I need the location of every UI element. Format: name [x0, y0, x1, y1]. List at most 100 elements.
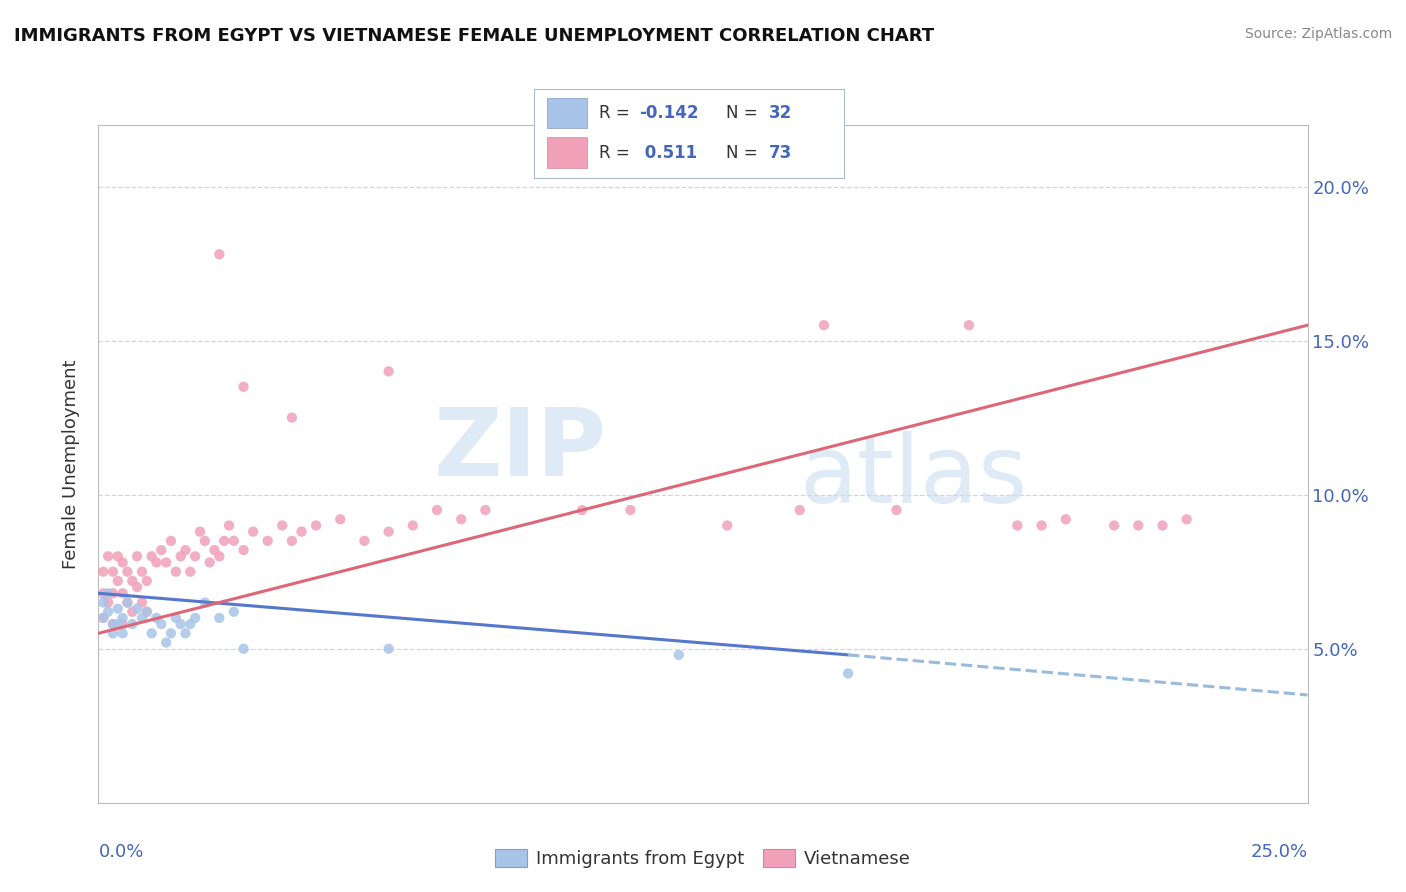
Point [184, 611, 207, 625]
Point [160, 533, 183, 548]
Point [218, 518, 240, 533]
Text: ZIP: ZIP [433, 404, 606, 496]
Point [141, 626, 163, 640]
Point [101, 586, 124, 600]
Point [169, 617, 191, 632]
Point [188, 524, 211, 539]
Point [131, 595, 153, 609]
Text: atlas: atlas [800, 432, 1028, 524]
Point [91, 611, 114, 625]
Point [97, 549, 120, 564]
Point [150, 617, 173, 632]
Point [212, 533, 235, 548]
Point [165, 611, 187, 625]
Point [1152, 518, 1174, 533]
Text: N =: N = [725, 144, 763, 161]
Point [353, 533, 375, 548]
Legend: Immigrants from Egypt, Vietnamese: Immigrants from Egypt, Vietnamese [488, 841, 918, 875]
Point [150, 543, 173, 558]
Text: 0.0%: 0.0% [98, 844, 143, 862]
Point [426, 503, 449, 517]
Text: 25.0%: 25.0% [1250, 844, 1308, 862]
Point [91, 565, 114, 579]
Point [222, 533, 245, 548]
Point [111, 586, 134, 600]
Point [271, 518, 294, 533]
Point [117, 595, 139, 609]
Point [204, 543, 226, 558]
Point [174, 626, 197, 640]
Text: Source: ZipAtlas.com: Source: ZipAtlas.com [1244, 27, 1392, 41]
Point [111, 556, 134, 570]
Text: 32: 32 [769, 104, 793, 122]
Point [329, 512, 352, 526]
Point [111, 626, 134, 640]
Point [97, 595, 120, 609]
Point [97, 605, 120, 619]
Point [131, 565, 153, 579]
Point [789, 503, 811, 517]
Point [101, 626, 124, 640]
Bar [547, 98, 586, 128]
Point [91, 611, 114, 625]
Point [837, 666, 859, 681]
Point [208, 247, 231, 261]
Point [716, 518, 738, 533]
Point [135, 574, 157, 588]
Point [91, 586, 114, 600]
Point [121, 617, 143, 632]
Bar [547, 137, 586, 168]
Point [1128, 518, 1150, 533]
Point [127, 549, 149, 564]
Point [111, 611, 134, 625]
Point [290, 524, 312, 539]
Point [208, 549, 231, 564]
Point [101, 617, 124, 632]
Point [377, 524, 399, 539]
Point [135, 605, 157, 619]
Point [1031, 518, 1053, 533]
Point [107, 601, 129, 615]
Point [886, 503, 908, 517]
Point [107, 617, 129, 632]
Point [1007, 518, 1029, 533]
Text: IMMIGRANTS FROM EGYPT VS VIETNAMESE FEMALE UNEMPLOYMENT CORRELATION CHART: IMMIGRANTS FROM EGYPT VS VIETNAMESE FEMA… [14, 27, 934, 45]
Point [377, 364, 399, 378]
Point [155, 556, 177, 570]
Point [121, 605, 143, 619]
Point [127, 580, 149, 594]
Point [141, 549, 163, 564]
Point [135, 605, 157, 619]
Point [101, 617, 124, 632]
Point [184, 549, 207, 564]
Point [668, 648, 690, 662]
Point [619, 503, 641, 517]
Point [571, 503, 593, 517]
Point [117, 565, 139, 579]
Point [281, 533, 304, 548]
Y-axis label: Female Unemployment: Female Unemployment [62, 359, 80, 568]
Text: 73: 73 [769, 144, 793, 161]
Point [474, 503, 496, 517]
Point [402, 518, 425, 533]
Point [160, 626, 183, 640]
Point [107, 549, 129, 564]
Text: 0.511: 0.511 [640, 144, 697, 161]
Point [179, 565, 201, 579]
Point [232, 380, 254, 394]
Point [145, 611, 167, 625]
Text: -0.142: -0.142 [640, 104, 699, 122]
Point [813, 318, 835, 333]
Point [208, 611, 231, 625]
Point [165, 565, 187, 579]
Point [174, 543, 197, 558]
Point [169, 549, 191, 564]
Point [232, 543, 254, 558]
Point [107, 574, 129, 588]
Point [242, 524, 264, 539]
Point [121, 574, 143, 588]
Point [377, 641, 399, 656]
Point [222, 605, 245, 619]
Point [1175, 512, 1198, 526]
Point [155, 635, 177, 649]
